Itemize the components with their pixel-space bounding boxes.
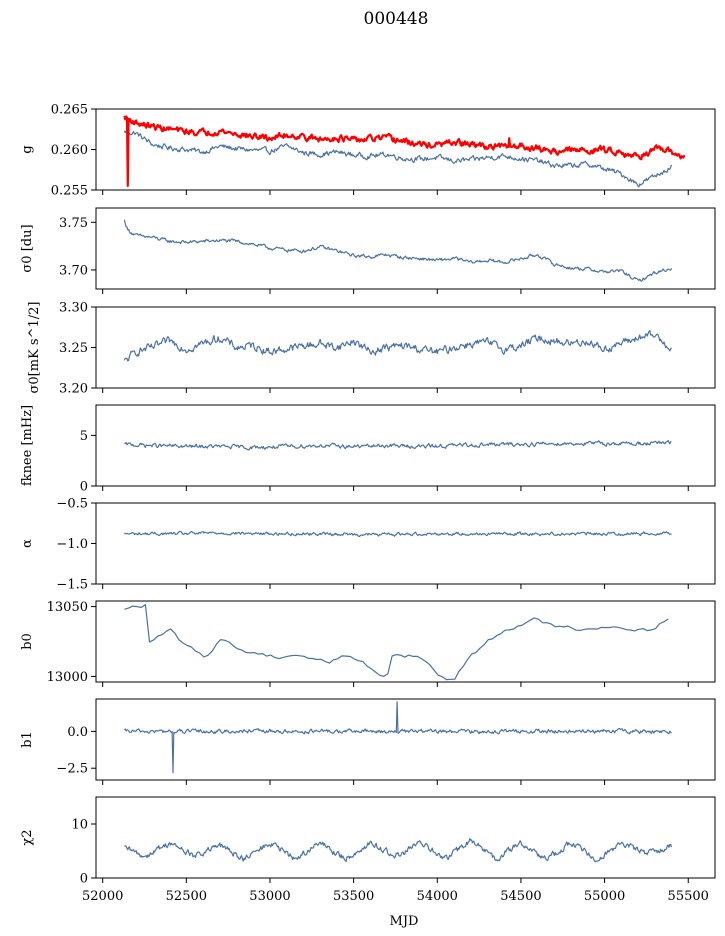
series-gain-g: [123, 130, 673, 188]
xtick-label-7: 55500: [668, 889, 709, 904]
plot-area-alpha: [124, 530, 672, 538]
ytick-label-b1-1: 0.0: [67, 725, 88, 740]
series-b0-b0: [124, 603, 669, 681]
series-sigma0_du-sigma0: [123, 219, 673, 282]
axes-frame-fknee: [95, 404, 716, 487]
ytick-label-gain-2: 0.265: [51, 103, 88, 118]
ytick-label-sigma0_mk-1: 3.25: [59, 341, 88, 356]
series-sigma0_mk-sigma0_mK: [123, 329, 672, 362]
axes-frame-b1: [95, 698, 716, 781]
xtick-label-3: 53500: [333, 889, 374, 904]
xtick-label-6: 55000: [584, 889, 625, 904]
ytick-label-fknee-0: 0: [80, 480, 88, 495]
panel-chi2: 0 10 χ2: [20, 796, 716, 887]
ytick-label-chi2-1: 10: [71, 818, 88, 833]
y-axis-label-sigma0_mk: σ0[mK s^1/2]: [27, 302, 42, 394]
y-axis-label-b0: b0: [20, 633, 35, 650]
ytick-label-sigma0_mk-2: 3.30: [59, 301, 88, 316]
plot-area-chi2: [124, 837, 673, 863]
y-axis-label-gain: g: [20, 145, 35, 153]
series-chi2-chi2: [124, 837, 673, 863]
panel-fknee: 0 5 fknee [mHz]: [20, 404, 716, 495]
ytick-label-b0-0: 13000: [47, 670, 88, 685]
axes-frame-chi2: [95, 796, 716, 879]
ytick-label-alpha-0: −1.5: [56, 578, 88, 593]
plot-area-gain: [123, 115, 686, 188]
ytick-label-alpha-2: −0.5: [56, 497, 88, 512]
x-axis-ticks: 52000 52500 53000 53500 54000 54500 55000 55500: [82, 889, 709, 904]
series-gain-reference: [123, 115, 686, 187]
ytick-label-sigma0_du-0: 3.70: [59, 263, 88, 278]
panel-gain: 0.255 0.260 0.265 g: [20, 103, 716, 199]
panel-alpha: −1.5 −1.0 −0.5 α: [20, 497, 716, 593]
xtick-label-5: 54500: [500, 889, 541, 904]
ytick-label-fknee-1: 5: [80, 429, 88, 444]
series-alpha-alpha: [124, 530, 672, 538]
y-axis-label-sigma0_du: σ0 [du]: [20, 224, 35, 272]
plot-area-fknee: [124, 439, 672, 451]
ytick-label-gain-1: 0.260: [51, 143, 88, 158]
axes-frame-sigma0_du: [95, 207, 716, 290]
plot-area-b1: [123, 701, 672, 774]
ytick-label-alpha-1: −1.0: [56, 537, 88, 552]
ytick-label-gain-0: 0.255: [51, 184, 88, 199]
plot-area-sigma0_mk: [123, 329, 672, 362]
x-axis-label: MJD: [390, 914, 419, 929]
ytick-label-b0-1: 13050: [47, 600, 88, 615]
series-fknee-fknee: [124, 439, 672, 451]
ytick-label-chi2-0: 0: [80, 872, 88, 887]
axes-frame-alpha: [95, 502, 716, 585]
figure-title: 000448: [364, 9, 429, 29]
y-axis-label-fknee: fknee [mHz]: [20, 405, 35, 486]
xtick-label-2: 53000: [249, 889, 290, 904]
axes-frame-sigma0_mk: [95, 306, 716, 389]
panel-b1: −2.5 0.0 b1: [20, 698, 716, 785]
ytick-label-sigma0_mk-0: 3.20: [59, 382, 88, 397]
plot-area-b0: [124, 603, 669, 681]
y-axis-label-b1: b1: [20, 731, 35, 748]
panel-b0: 13000 13050 b0: [20, 600, 716, 687]
plot-area-sigma0_du: [123, 219, 673, 282]
series-b1-b1: [123, 701, 672, 774]
panel-sigma0_mk: 3.20 3.25 3.30 σ0[mK s^1/2]: [27, 301, 716, 397]
y-axis-label-chi2: χ2: [20, 829, 35, 845]
xtick-label-0: 52000: [82, 889, 123, 904]
y-axis-label-alpha: α: [20, 539, 35, 548]
axes-frame-gain: [95, 108, 716, 191]
axes-frame-b0: [95, 600, 716, 683]
xtick-label-1: 52500: [166, 889, 207, 904]
panel-sigma0_du: 3.70 3.75 σ0 [du]: [20, 207, 716, 294]
ytick-label-sigma0_du-1: 3.75: [59, 216, 88, 231]
ytick-label-b1-0: −2.5: [56, 762, 88, 777]
xtick-label-4: 54000: [417, 889, 458, 904]
